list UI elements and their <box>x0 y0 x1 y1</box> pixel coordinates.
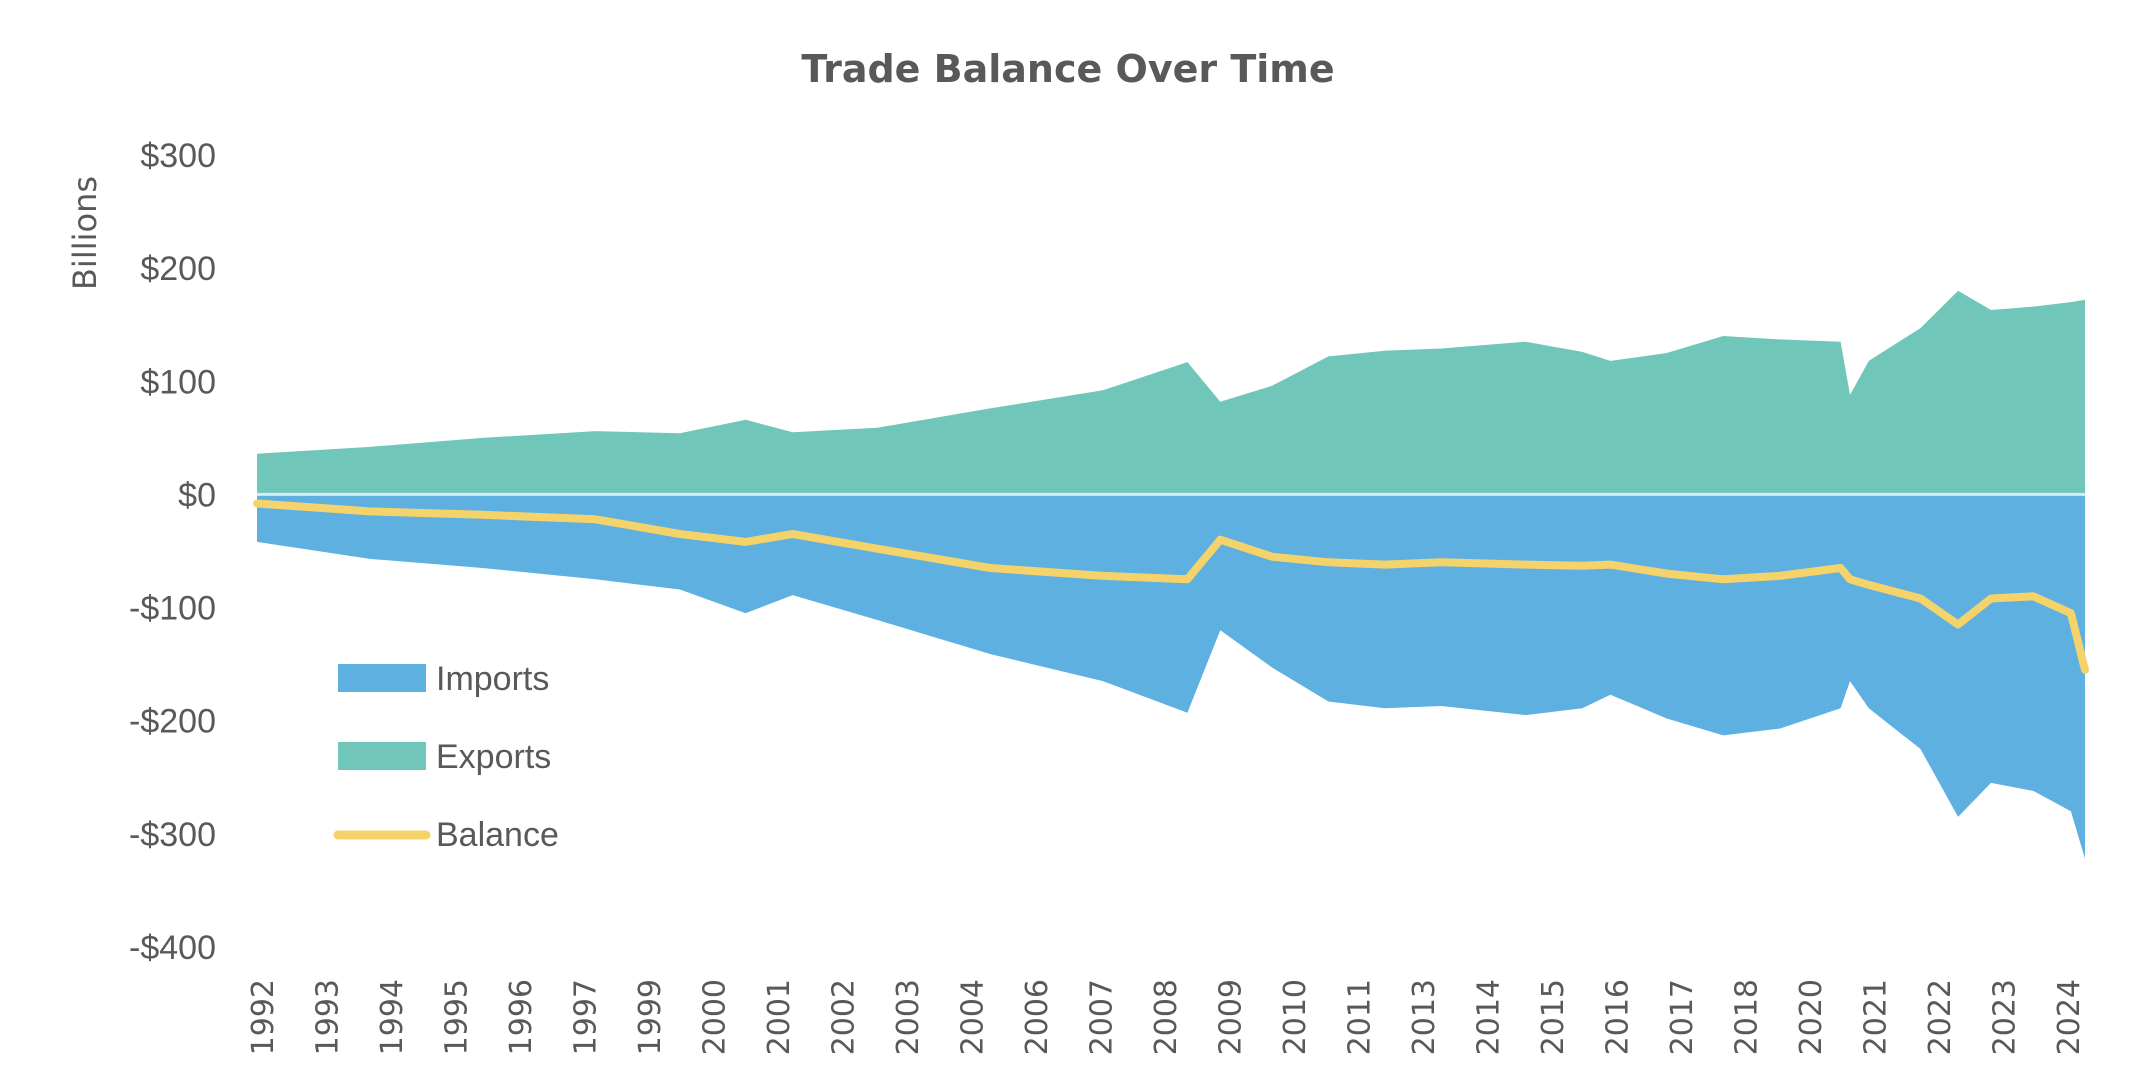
x-tick-label: 2023 <box>1988 979 2023 1055</box>
y-axis-label: Billions <box>66 176 104 290</box>
x-tick-label: 1997 <box>569 979 604 1055</box>
y-tick-label: -$200 <box>129 703 216 741</box>
x-tick-label: 1994 <box>375 979 410 1055</box>
x-tick-label: 2021 <box>1859 979 1894 1055</box>
x-tick-label: 2022 <box>1923 979 1958 1055</box>
area-exports <box>257 290 2085 495</box>
x-tick-label: 2001 <box>762 979 797 1055</box>
x-tick-label: 2000 <box>698 979 733 1055</box>
legend: Imports Exports Balance <box>333 660 559 854</box>
x-tick-label: 2007 <box>1085 979 1120 1055</box>
x-tick-label: 1999 <box>633 979 668 1055</box>
x-tick-label: 1996 <box>504 979 539 1055</box>
y-tick-label: -$100 <box>129 590 216 628</box>
x-tick-label: 1995 <box>440 979 475 1055</box>
x-tick-label: 2017 <box>1665 979 1700 1055</box>
x-tick-label: 2009 <box>1214 979 1249 1055</box>
y-tick-label: $300 <box>140 137 216 175</box>
chart-title: Trade Balance Over Time <box>801 47 1334 91</box>
x-tick-label: 2004 <box>956 979 991 1055</box>
x-tick-label: 2014 <box>1472 979 1507 1055</box>
y-tick-label: -$400 <box>129 929 216 967</box>
x-tick-label: 2024 <box>2052 979 2087 1055</box>
legend-label-balance: Balance <box>436 816 559 854</box>
line-balance <box>253 499 2089 674</box>
x-tick-label: 2013 <box>1407 979 1442 1055</box>
x-tick-label: 2020 <box>1794 979 1829 1055</box>
y-tick-label: -$300 <box>129 816 216 854</box>
x-tick-label: 2016 <box>1601 979 1636 1055</box>
x-tick-label: 2003 <box>891 979 926 1055</box>
x-tick-label: 2002 <box>827 979 862 1055</box>
x-tick-label: 2015 <box>1536 979 1571 1055</box>
legend-swatch-imports <box>338 664 426 692</box>
y-tick-label: $200 <box>140 250 216 288</box>
x-tick-label: 2011 <box>1343 979 1378 1055</box>
y-tick-label: $100 <box>140 363 216 401</box>
area-imports <box>257 494 2085 859</box>
x-tick-label: 2018 <box>1730 979 1765 1055</box>
x-tick-label: 1992 <box>246 979 281 1055</box>
legend-label-imports: Imports <box>436 660 549 698</box>
y-tick-label: $0 <box>178 476 216 514</box>
x-tick-label: 1993 <box>311 979 346 1055</box>
x-tick-label: 2008 <box>1149 979 1184 1055</box>
legend-swatch-exports <box>338 742 426 770</box>
x-tick-label: 2010 <box>1278 979 1313 1055</box>
x-tick-label: 2006 <box>1020 979 1055 1055</box>
legend-label-exports: Exports <box>436 738 551 776</box>
